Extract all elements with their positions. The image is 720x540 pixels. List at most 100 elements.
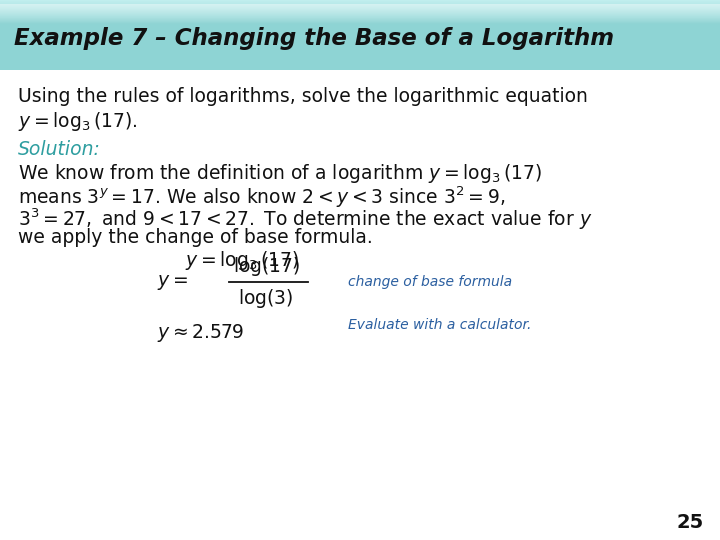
Bar [0,18,720,19]
Text: 25: 25 [677,513,704,532]
Bar [0,32,720,33]
Bar [0,48,720,49]
Bar [0,44,720,45]
Bar [0,7,720,8]
Bar [0,53,720,54]
Bar [0,43,720,44]
Bar [0,1,720,2]
Bar [0,15,720,16]
Bar [0,50,720,51]
Bar [0,38,720,39]
Bar [0,18,720,19]
Bar [0,8,720,9]
Bar [0,63,720,64]
Bar [0,29,720,30]
Bar [0,12,720,13]
Bar [0,41,720,42]
Bar [0,49,720,50]
Bar [0,27,720,28]
Text: $\log(17)$: $\log(17)$ [233,254,300,278]
Bar [0,23,720,24]
Bar [0,17,720,18]
Bar [0,37,720,38]
Bar [0,57,720,58]
Bar [0,22,720,23]
Text: $y = \log_3(17).$: $y = \log_3(17).$ [18,110,138,133]
Bar [0,4,720,5]
Bar [0,55,720,56]
Bar [0,64,720,65]
Bar [0,10,720,11]
Bar [0,6,720,7]
Bar [0,15,720,16]
Bar [0,23,720,24]
Text: Using the rules of logarithms, solve the logarithmic equation: Using the rules of logarithms, solve the… [18,87,588,106]
Bar [0,10,720,11]
Text: We know from the definition of a logarithm $y = \log_3(17)$: We know from the definition of a logarit… [18,162,542,185]
Bar [0,45,720,46]
Bar [0,17,720,18]
Bar [0,56,720,57]
Bar [0,20,720,21]
Bar [0,5,720,6]
Bar [0,25,720,26]
Bar [0,19,720,20]
Bar [0,14,720,15]
Bar [0,39,720,40]
Text: $\log(3)$: $\log(3)$ [238,287,294,309]
Bar [0,31,720,32]
Bar [0,16,720,17]
Bar [0,14,720,15]
Bar [0,68,720,69]
Bar [0,54,720,55]
Bar [0,3,720,4]
Bar [0,13,720,14]
Bar [0,30,720,31]
Bar [0,19,720,20]
Bar [0,7,720,8]
Bar [0,42,720,43]
Bar [0,26,720,27]
Bar [0,33,720,34]
Bar [0,5,720,6]
Bar [0,46,720,47]
Text: we apply the change of base formula.: we apply the change of base formula. [18,228,373,247]
Text: $y = \log_3(17)$: $y = \log_3(17)$ [185,249,299,272]
Text: Evaluate with a calculator.: Evaluate with a calculator. [348,318,531,332]
Bar [0,2,720,3]
Text: $y \approx 2.579$: $y \approx 2.579$ [157,322,245,344]
Bar [0,21,720,22]
Bar [0,66,720,67]
Bar [0,47,720,48]
Bar [0,28,720,29]
Bar [0,65,720,66]
Text: $y = $: $y = $ [157,273,188,292]
Bar [0,9,720,10]
Bar [0,34,720,35]
Bar [0,62,720,63]
Bar [0,52,720,53]
Bar [0,8,720,9]
Bar [0,69,720,70]
Text: change of base formula: change of base formula [348,275,512,289]
Bar [0,51,720,52]
Bar [0,13,720,14]
Bar [0,9,720,10]
Bar [0,22,720,23]
Bar [0,36,720,37]
Bar [0,21,720,22]
Text: Example 7 – Changing the Base of a Logarithm: Example 7 – Changing the Base of a Logar… [14,26,614,50]
Bar [0,40,720,41]
Bar [0,4,720,5]
Bar [0,16,720,17]
Bar [0,58,720,59]
Bar [0,0,720,1]
Bar [0,20,720,21]
Bar [0,24,720,25]
Bar [0,11,720,12]
Bar [0,60,720,61]
Bar [0,12,720,13]
Bar [0,11,720,12]
Bar [0,61,720,62]
Text: means $3^y = 17$. We also know $2 < y < 3$ since $3^2 = 9,$: means $3^y = 17$. We also know $2 < y < … [18,184,505,210]
